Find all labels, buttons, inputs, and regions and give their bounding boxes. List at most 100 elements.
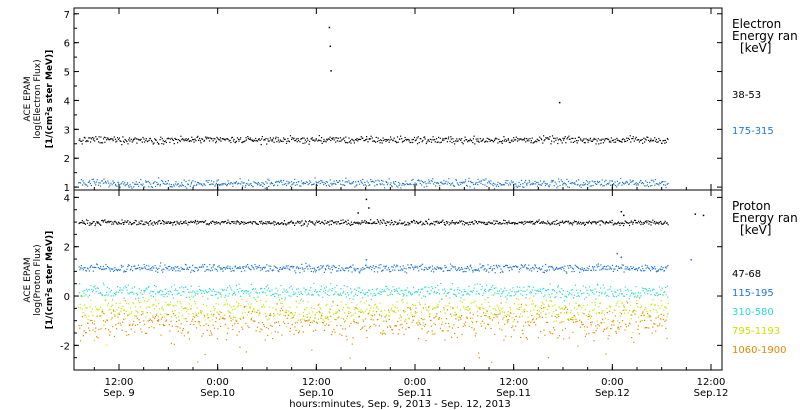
data-point [342,292,344,294]
data-point [354,270,356,272]
data-point [189,291,191,293]
data-point [431,180,433,182]
data-point [606,138,608,140]
data-point [236,137,238,139]
data-point [311,137,313,139]
data-point [513,312,515,315]
data-point [139,269,141,271]
data-point [647,266,649,268]
data-point [384,316,386,318]
data-point [95,223,97,225]
data-point [483,322,485,324]
data-point [342,306,345,308]
data-point [580,139,582,141]
data-point [498,308,500,310]
data-point [218,139,220,141]
data-point [377,271,379,273]
data-point [89,222,91,224]
data-point [404,183,406,186]
data-point [182,291,184,293]
data-point [494,138,496,140]
data-point [183,221,185,223]
data-point [485,314,487,317]
data-point [439,267,442,269]
data-point [206,266,208,268]
data-point [236,267,238,269]
data-point [611,290,613,292]
data-point [567,318,569,321]
data-point [615,141,617,143]
data-point [475,221,477,223]
data-point [472,302,474,304]
data-point [287,221,289,224]
data-point [309,220,311,222]
data-point [444,183,446,185]
data-point [657,222,659,224]
data-point [256,292,258,294]
data-point [462,181,464,183]
data-point [115,221,117,223]
data-point [583,138,585,140]
data-point [571,319,573,321]
data-point [359,272,361,274]
data-point [442,183,444,185]
data-point [448,178,450,180]
data-point [334,312,336,315]
data-point [491,361,493,363]
data-point [399,314,401,316]
data-point [239,178,241,180]
data-point [371,266,373,268]
data-point [547,137,549,139]
data-point [438,268,440,270]
data-point [233,305,235,307]
data-point [192,313,194,315]
data-point [269,314,271,316]
data-point [300,292,302,294]
data-point [425,307,427,309]
data-point [633,296,635,298]
data-point [234,292,236,294]
data-point [126,302,128,304]
data-point [197,315,199,317]
data-point [95,181,98,183]
data-point [534,180,536,182]
data-point [113,335,116,338]
data-point [337,304,339,306]
data-point [140,314,142,316]
data-point [414,265,416,267]
data-point [354,307,356,309]
data-point [637,292,639,294]
data-point [544,269,546,272]
data-point [234,323,236,325]
data-point [617,266,620,268]
data-point [244,290,246,292]
data-point [201,335,203,337]
data-point [266,182,268,184]
data-point [410,264,413,266]
data-point [544,334,546,336]
data-point [238,331,240,333]
data-point [403,310,405,312]
data-point [180,303,182,305]
data-point [478,352,480,354]
data-point [352,181,355,183]
data-point [373,271,376,273]
data-point [209,334,211,337]
data-point [188,221,190,223]
data-point [288,181,290,183]
data-point [490,328,492,330]
data-point [400,135,402,137]
data-point [312,330,315,332]
data-point [211,220,213,222]
data-point [596,327,598,329]
data-point [424,286,426,288]
data-point [477,315,479,317]
data-point [445,137,447,140]
data-point [313,223,315,225]
data-point [509,266,511,268]
data-point [162,180,164,182]
data-point [471,291,473,293]
data-point [269,290,271,292]
data-point [473,135,475,137]
data-point [271,289,273,291]
